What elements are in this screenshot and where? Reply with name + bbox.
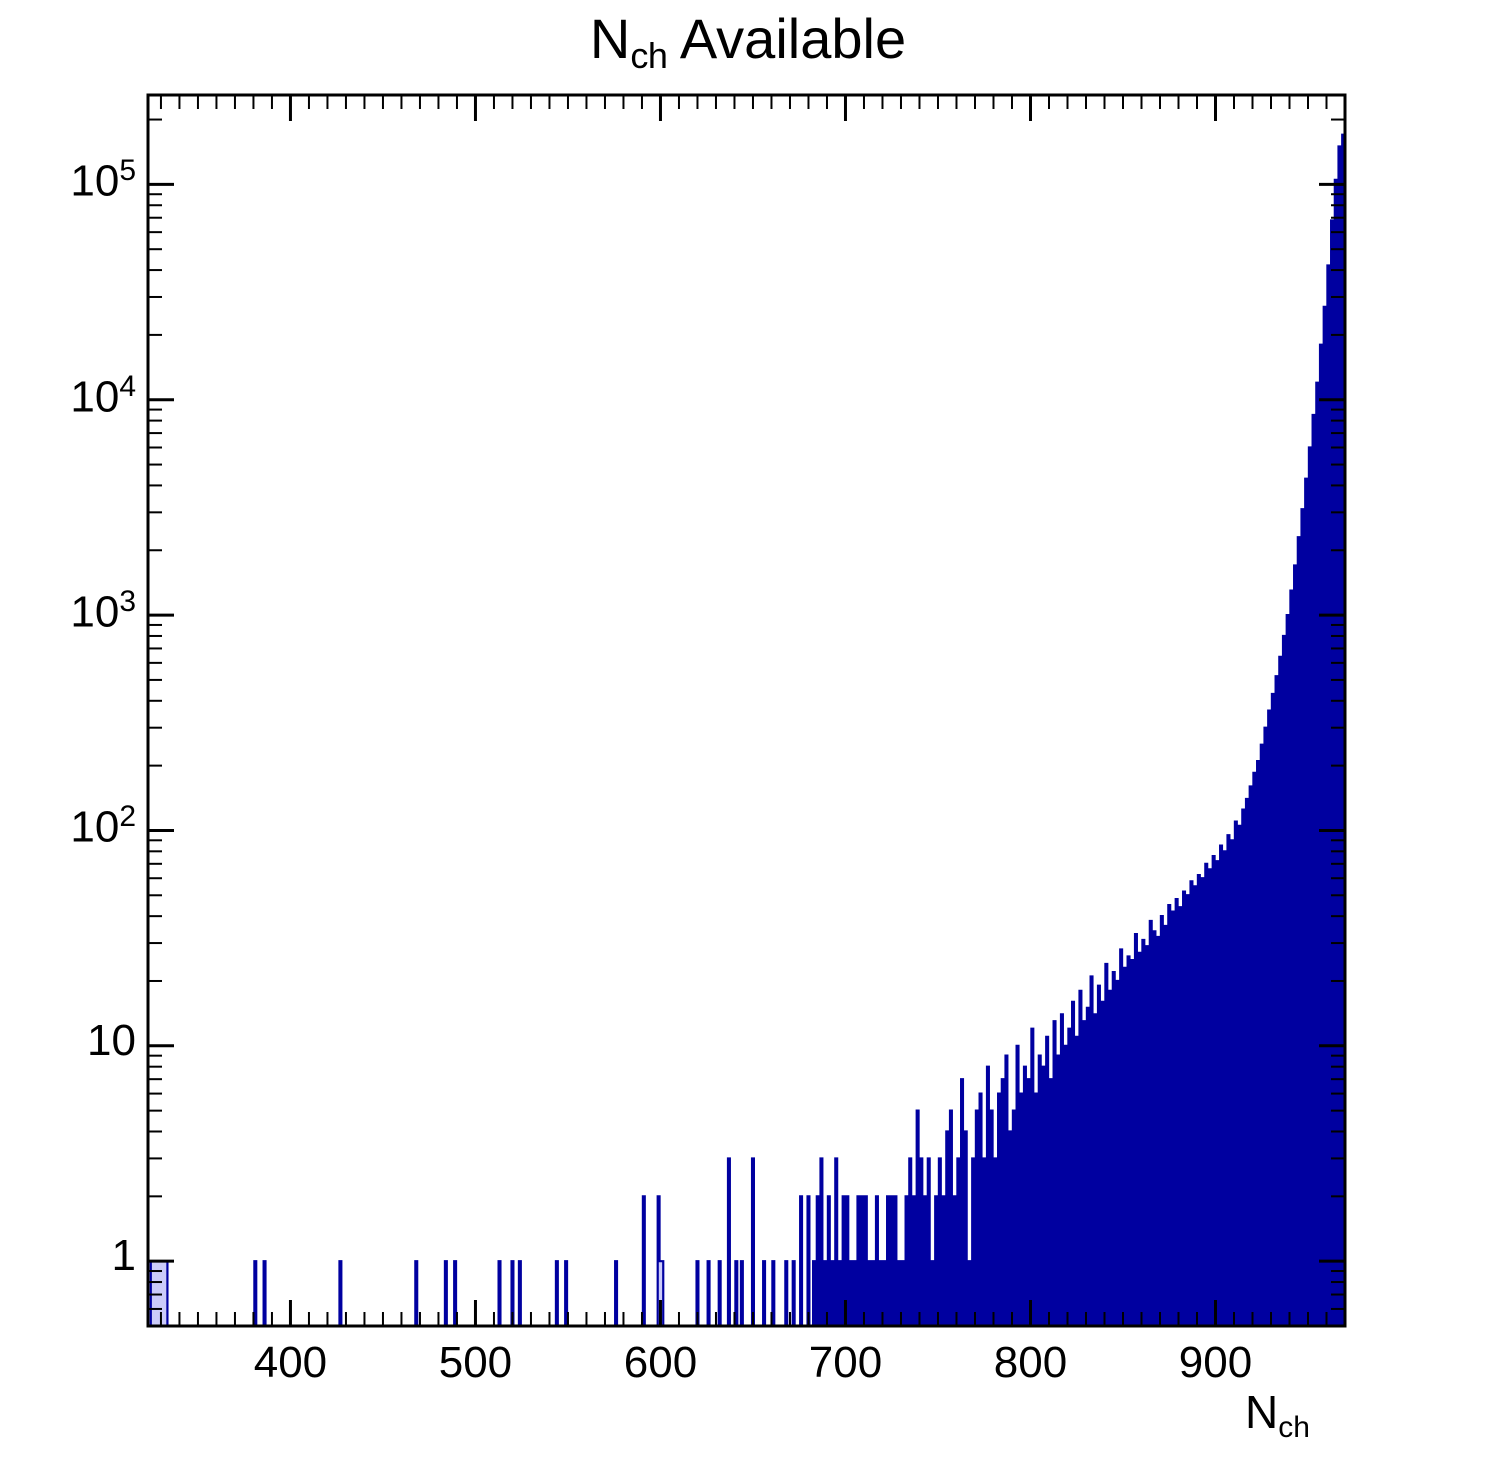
y-tick-label: 102	[0, 800, 136, 853]
y-tick-label: 1	[0, 1231, 136, 1281]
title-subscript: ch	[630, 35, 668, 77]
y-tick-mantissa: 1	[111, 1231, 136, 1281]
y-tick-label: 105	[0, 154, 136, 207]
x-tick-label: 400	[253, 1338, 328, 1387]
y-tick-exponent: 5	[119, 154, 136, 188]
x-axis-title-subscript: ch	[1278, 1411, 1310, 1444]
histogram-series	[147, 133, 1346, 1328]
y-tick-mantissa: 10	[70, 587, 120, 637]
y-tick-label: 104	[0, 370, 136, 423]
x-axis-title-main: N	[1245, 1386, 1279, 1438]
y-tick-exponent: 2	[119, 800, 136, 834]
x-tick-label: 800	[993, 1338, 1068, 1387]
x-tick-label: 700	[808, 1338, 883, 1387]
page-title: Nch Available	[0, 6, 1496, 77]
y-tick-label: 10	[0, 1016, 136, 1066]
title-main: N	[589, 7, 631, 70]
y-tick-mantissa: 10	[87, 1015, 136, 1065]
y-tick-label: 103	[0, 585, 136, 638]
plot-frame	[146, 93, 1347, 1328]
x-tick-label: 500	[438, 1338, 513, 1387]
x-tick-label: 900	[1178, 1338, 1253, 1387]
y-tick-mantissa: 10	[70, 157, 120, 207]
histogram-area	[147, 133, 1346, 1328]
title-rest: Available	[667, 7, 907, 70]
y-tick-exponent: 4	[119, 369, 136, 403]
y-tick-exponent: 3	[119, 585, 136, 619]
x-axis-title: Nch	[1245, 1385, 1310, 1445]
x-tick-label: 600	[623, 1338, 698, 1387]
y-tick-mantissa: 10	[70, 372, 120, 422]
y-tick-mantissa: 10	[70, 803, 120, 853]
axis-ticks	[148, 95, 1346, 1327]
